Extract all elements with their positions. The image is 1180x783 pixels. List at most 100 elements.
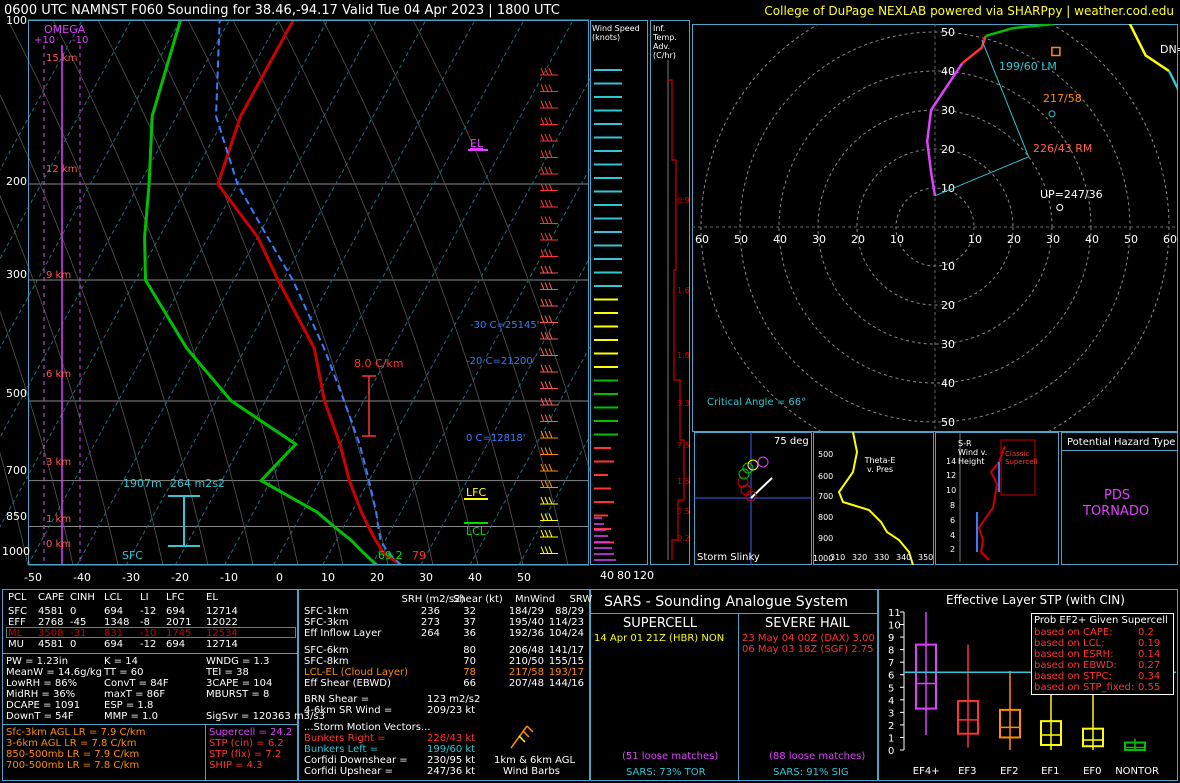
theta-e-title: Theta-E v. Pres [864,456,896,474]
stp-category-label: NONTOR [1115,766,1159,777]
index-cell: ESP = 1.8 [104,700,154,711]
wind-barb [544,463,549,472]
parcel-cell: 12022 [206,617,238,628]
wind-speed-panel [590,20,648,565]
lapse-rate-label: 8.0 C/km [354,357,404,370]
parcel-cell: 12714 [206,606,238,617]
stp-y-tick: 1 [888,733,894,744]
wind-barb [540,414,545,422]
parcel-cell: 694 [104,639,124,650]
temp-tick: 10 [321,571,335,584]
wind-barb [540,381,545,389]
wind-barb [540,117,545,125]
parcel-header: EL [206,592,218,603]
kin-row-label: Eff Shear (EBWD) [304,678,391,689]
wind-barb [540,265,545,274]
hodo-y-tick: 30 [941,104,955,117]
hazard-header [1062,433,1177,451]
kin-cell: 144/16 [548,678,584,689]
parcel-cell: SFC [8,606,28,617]
temp-tick: 20 [370,571,384,584]
composite-row: STP (cin) = 6.2 [209,738,284,749]
skewt-frame [28,20,589,565]
lapse-row: Sfc-3km AGL LR = 7.9 C/km [6,727,146,738]
kin-cell: 32 [463,606,476,617]
wind-barb [544,265,549,274]
wind-barb [540,348,545,356]
upshear-marker [1056,204,1064,211]
parcel-cell: 4581 [38,639,64,650]
hodo-y-tick: 10 [941,260,955,273]
kin-header: MnWind [515,594,556,605]
mean-wind-marker [1051,46,1061,57]
wind-barb [548,447,553,455]
stp-box [1082,727,1104,748]
wind-barb [548,496,553,505]
parcel-header: LI [140,592,149,603]
thermo-panel [2,589,298,781]
wind-barb [540,331,545,340]
omega-label: OMEGA [44,23,86,36]
kin-cell: 217/58 [508,667,544,678]
inflow-height-label: 1907m [123,477,162,490]
composite-row: SHIP = 4.3 [209,760,263,771]
hodo-x-tick: 20 [851,233,865,246]
dry-adiabat [232,19,434,566]
prob-value: 0.55 [1138,682,1161,693]
wind-barb [544,546,549,554]
temp-tick: -40 [73,571,91,584]
kin-cell: 104/24 [548,628,584,639]
hodo-x-tick: 50 [1124,233,1138,246]
critical-angle-line [996,78,1030,157]
stp-y-tick: 11 [888,608,901,619]
prob-label: based on EBWD: [1034,660,1117,671]
parcel-cell: 694 [166,606,186,617]
index-cell: WNDG = 1.3 [206,656,270,667]
wind-barb [544,331,549,340]
composite-row: STP (fix) = 7.2 [209,749,282,760]
divider [2,724,298,725]
isotherm [0,19,181,350]
temp-tick: -10 [220,571,238,584]
kin-header: SRW [569,594,593,605]
pressure-tick-300: 300 [6,268,27,281]
stp-category-label: EF2 [1000,766,1018,777]
temp-adv-value: 3.3 [677,399,690,408]
motion-title: ...Storm Motion Vectors... [304,722,431,733]
index-cell: DownT = 54F [6,711,74,722]
motion-corfidi-up-value: 247/36 kt [427,766,476,777]
index-cell: MMP = 1.0 [104,711,158,722]
wind-barb [548,199,553,208]
kin-cell: 210/50 [508,656,544,667]
stp-y-tick: 4 [888,696,894,707]
pressure-tick-100: 100 [6,14,27,27]
hodo-x-tick: 10 [890,233,904,246]
parcel-header: PCL [8,592,27,603]
sars-supercell-pct: SARS: 73% TOR [626,767,706,778]
wind-barb [548,529,553,538]
el-label: EL [470,137,484,150]
hodo-x-tick: 60 [1163,233,1177,246]
index-cell: LowRH = 86% [6,678,78,689]
divider [590,613,878,614]
wind-barb [540,546,545,554]
index-cell: PW = 1.23in [6,656,69,667]
motion-bunkers-right: Bunkers Right = [304,733,386,744]
temp-tick: -50 [24,571,42,584]
wind-barb [540,298,545,307]
hodo-lm-label: 199/60 LM [999,60,1057,73]
temp-tick: -30 [122,571,140,584]
theta-y-tick: 600 [818,472,834,481]
lapse-row: 700-500mb LR = 7.8 C/km [6,760,140,771]
sr-y-tick: 10 [946,486,957,495]
barb-label-2: Wind Barbs [503,766,560,777]
wind-speed-bars [594,69,622,561]
parcel-cell: 2071 [166,617,192,628]
temp-adv-chart [667,60,685,560]
temp-tick: 40 [468,571,482,584]
dry-adiabat [187,19,389,566]
wind-barb [544,199,549,208]
lapse-row: 3-6km AGL LR = 7.8 C/km [6,738,137,749]
hodo-dn-label: DN= [1160,43,1180,56]
